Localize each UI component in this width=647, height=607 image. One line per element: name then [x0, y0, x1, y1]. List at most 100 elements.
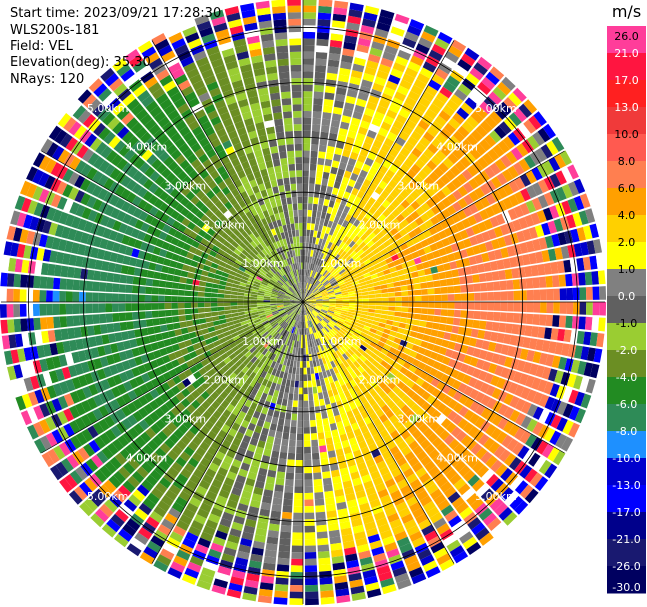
- range-gate: [184, 296, 192, 302]
- range-gate: [514, 480, 529, 495]
- range-gate: [400, 285, 408, 291]
- range-gate: [472, 319, 480, 329]
- range-gate: [320, 211, 327, 220]
- range-gate: [419, 320, 427, 328]
- range-gate: [405, 194, 415, 205]
- range-gate: [321, 278, 328, 285]
- range-gate: [432, 97, 445, 110]
- range-gate: [435, 353, 445, 363]
- range-gate: [144, 294, 152, 302]
- range-gate: [407, 90, 421, 102]
- range-gate: [310, 286, 316, 292]
- range-gate: [284, 385, 290, 394]
- range-gate: [268, 429, 276, 438]
- range-gate: [106, 323, 115, 333]
- range-gate: [399, 228, 408, 237]
- range-gate: [429, 367, 438, 377]
- range-gate: [286, 465, 295, 474]
- range-gate: [374, 313, 382, 318]
- range-gate: [407, 290, 415, 296]
- range-gate: [396, 168, 406, 179]
- range-gate: [477, 329, 486, 339]
- range-gate: [446, 181, 457, 193]
- range-gate: [460, 53, 476, 67]
- range-gate: [335, 223, 342, 232]
- range-gate: [376, 460, 387, 470]
- range-gate: [279, 538, 291, 546]
- range-gate: [507, 132, 521, 146]
- range-gate: [384, 506, 397, 517]
- range-gate: [273, 490, 283, 499]
- range-gate: [357, 382, 365, 390]
- range-gate: [417, 326, 426, 334]
- range-gate: [361, 311, 369, 316]
- range-gate: [324, 316, 331, 322]
- range-gate: [314, 71, 326, 79]
- range-gate: [453, 64, 468, 77]
- range-gate: [395, 302, 402, 307]
- range-gate: [431, 138, 443, 150]
- range-gate: [306, 229, 310, 237]
- range-gate: [322, 305, 329, 308]
- range-gate: [378, 180, 388, 190]
- range-gate: [503, 511, 518, 526]
- range-gate: [292, 532, 303, 540]
- range-gate: [393, 232, 402, 241]
- range-gate: [316, 210, 322, 219]
- range-gate: [312, 310, 319, 316]
- range-gate: [469, 147, 482, 160]
- range-gate: [329, 422, 338, 431]
- range-gate: [415, 43, 430, 55]
- range-gate: [327, 354, 333, 362]
- range-gate: [329, 235, 336, 244]
- range-gate: [322, 303, 330, 305]
- range-gate: [433, 493, 447, 506]
- range-gate: [474, 302, 481, 310]
- range-gate: [348, 304, 356, 308]
- range-gate: [452, 317, 461, 326]
- range-gate: [509, 409, 521, 423]
- range-gate: [310, 277, 314, 284]
- range-gate: [320, 596, 335, 605]
- range-gate: [378, 322, 386, 328]
- range-gate: [303, 400, 309, 408]
- range-gate: [466, 310, 475, 319]
- range-gate: [303, 413, 310, 421]
- range-gate: [26, 318, 35, 331]
- range-gate: [303, 407, 309, 414]
- range-gate: [318, 224, 323, 232]
- range-gate: [269, 423, 277, 431]
- range-gate: [405, 323, 413, 331]
- range-gate: [535, 365, 545, 378]
- range-gate: [431, 398, 442, 409]
- range-gate: [321, 291, 328, 295]
- range-gate: [13, 318, 22, 333]
- range-gate: [419, 276, 427, 283]
- range-gate: [518, 324, 526, 336]
- range-gate: [548, 368, 558, 382]
- range-gate: [329, 346, 336, 354]
- range-gate: [340, 121, 350, 130]
- range-gate: [334, 291, 342, 295]
- range-gate: [549, 173, 561, 188]
- range-gate: [293, 393, 299, 401]
- range-gate: [485, 424, 497, 437]
- range-gate: [314, 293, 321, 297]
- range-gate: [324, 430, 332, 439]
- range-gate: [390, 367, 399, 376]
- range-gate: [356, 190, 365, 199]
- range-gate: [395, 371, 405, 381]
- range-gate: [328, 529, 341, 538]
- range-gate: [313, 318, 319, 324]
- range-gate: [460, 363, 470, 374]
- range-gate: [487, 341, 497, 352]
- range-gate: [388, 302, 396, 307]
- range-gate: [478, 320, 487, 330]
- range-gate: [289, 386, 294, 394]
- range-gate: [243, 299, 251, 302]
- range-gate: [532, 131, 545, 146]
- range-gate: [369, 223, 377, 232]
- range-gate: [453, 285, 461, 293]
- range-gate: [321, 292, 328, 296]
- range-gate: [443, 262, 451, 271]
